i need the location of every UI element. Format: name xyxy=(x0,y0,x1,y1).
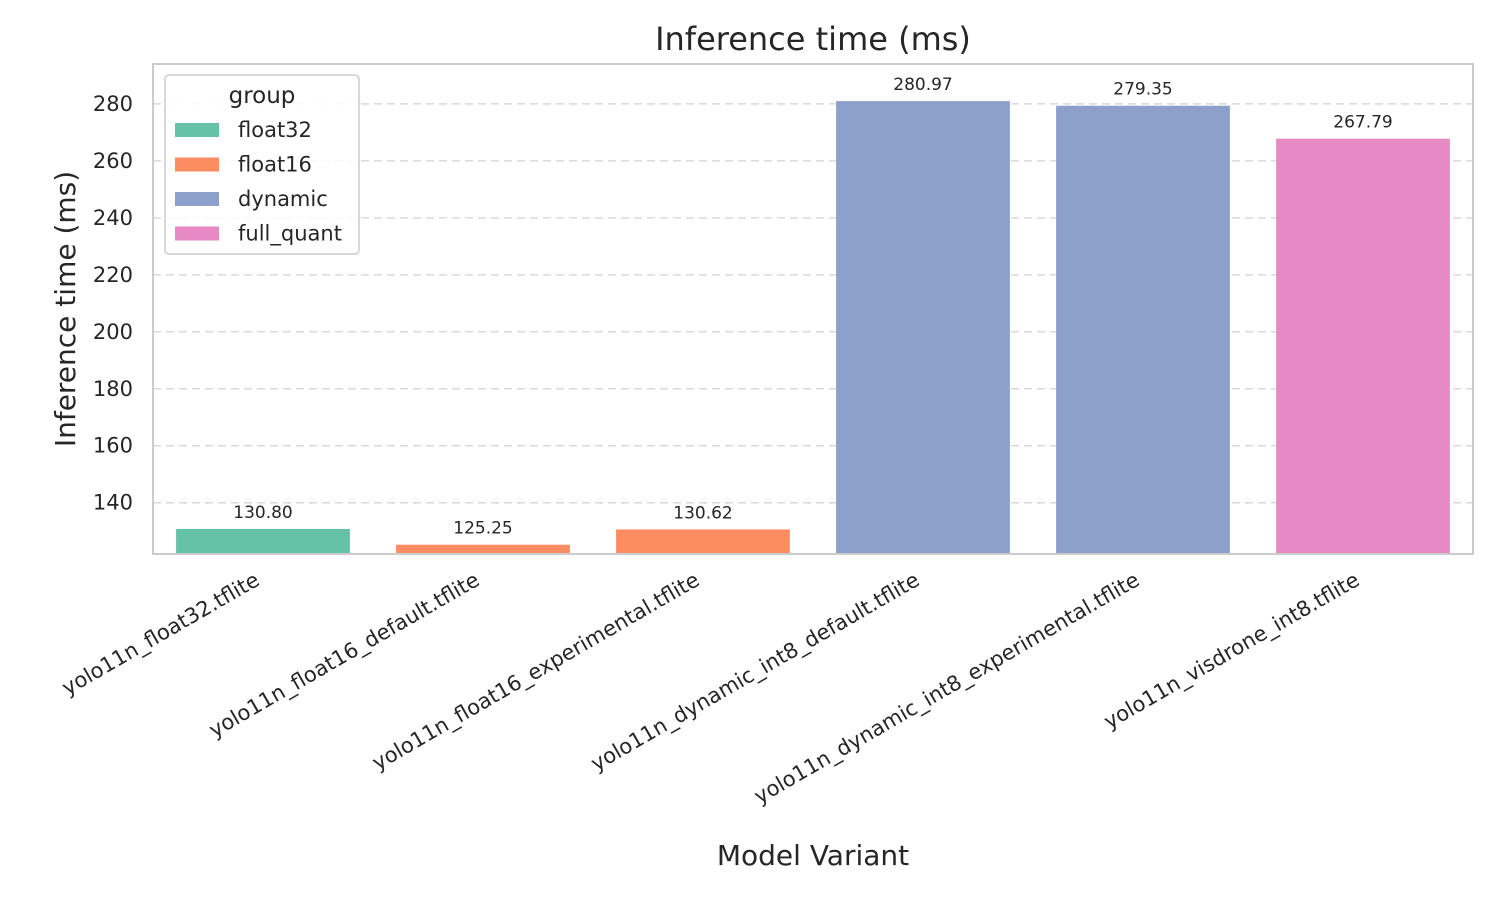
x-tick-label: yolo11n_dynamic_int8_experimental.tflite xyxy=(750,568,1144,810)
bar-value-label: 267.79 xyxy=(1333,113,1392,133)
y-tick-label: 200 xyxy=(93,320,133,344)
y-tick-label: 160 xyxy=(93,434,133,458)
legend-box xyxy=(164,74,360,255)
bar xyxy=(1056,105,1230,554)
bar-value-label: 125.25 xyxy=(453,519,512,539)
plot-frame xyxy=(152,63,1474,555)
legend-swatch xyxy=(175,192,219,206)
bar-value-labels: 130.80 125.25 130.62 280.97 279.35 267.79 xyxy=(233,75,1392,539)
x-tick-labels: yolo11n_float32.tfliteyolo11n_float16_de… xyxy=(58,568,1364,810)
y-tick-label: 180 xyxy=(93,377,133,401)
legend-entry: dynamic xyxy=(238,187,328,211)
x-tick-label: yolo11n_visdrone_int8.tflite xyxy=(1100,568,1364,735)
bars xyxy=(176,101,1450,554)
legend-entry: float16 xyxy=(238,153,312,177)
bar xyxy=(176,528,350,554)
bar xyxy=(836,101,1010,554)
y-tick-label: 240 xyxy=(93,206,133,230)
legend-swatch xyxy=(175,226,219,241)
bar-value-label: 130.80 xyxy=(233,503,292,523)
y-tick-label: 220 xyxy=(93,263,133,287)
bar-value-label: 130.62 xyxy=(673,503,732,523)
y-tick-label: 260 xyxy=(93,149,133,173)
legend-swatch xyxy=(175,157,219,172)
legend-swatch xyxy=(175,123,219,137)
y-tick-labels: 140 160 180 200 220 240 260 280 xyxy=(93,92,133,515)
legend-entry: full_quant xyxy=(238,222,342,247)
legend: group float32 float16 dynamic full_quant xyxy=(164,74,360,255)
y-axis-label: Inference time (ms) xyxy=(49,171,82,447)
y-tick-label: 280 xyxy=(93,92,133,116)
bar xyxy=(1276,138,1450,554)
x-axis-label: Model Variant xyxy=(717,839,909,872)
bar-value-label: 280.97 xyxy=(893,75,952,95)
x-tick-label: yolo11n_float32.tflite xyxy=(58,568,264,701)
bar-value-label: 279.35 xyxy=(1113,80,1172,100)
bar xyxy=(616,529,790,554)
y-tick-label: 140 xyxy=(93,491,133,515)
legend-entry: float32 xyxy=(238,118,312,142)
legend-title: group xyxy=(229,83,296,109)
bar xyxy=(396,544,570,554)
chart-title: Inference time (ms) xyxy=(655,20,971,58)
